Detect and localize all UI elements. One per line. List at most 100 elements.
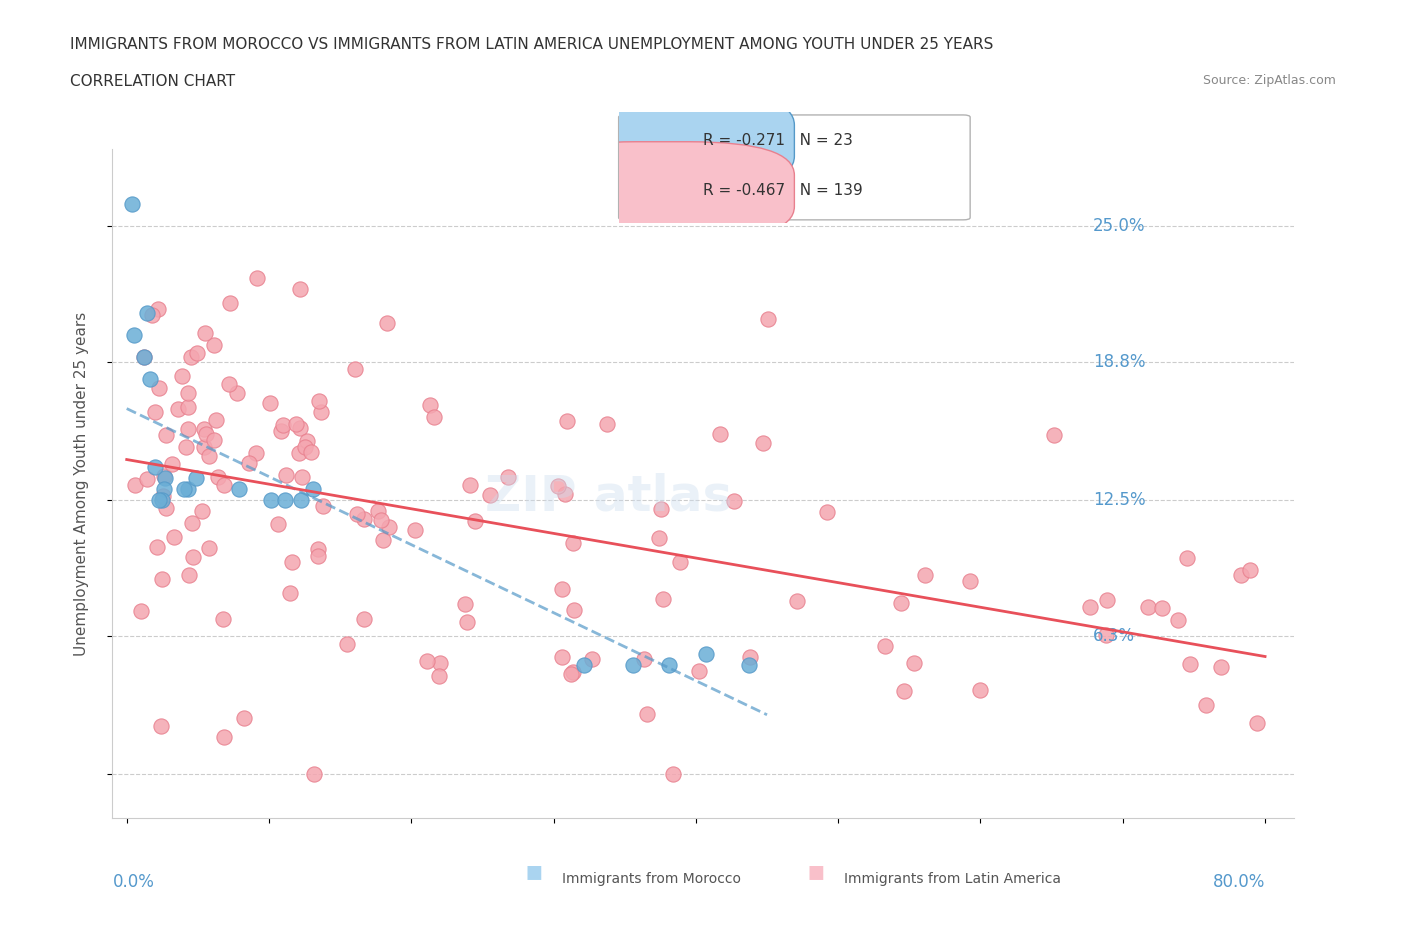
Point xyxy=(198,540,221,555)
Point xyxy=(637,707,659,722)
Point xyxy=(139,372,162,387)
Point xyxy=(661,767,683,782)
Point xyxy=(378,519,401,534)
Point xyxy=(181,550,204,565)
Y-axis label: Unemployment Among Youth under 25 years: Unemployment Among Youth under 25 years xyxy=(75,312,89,656)
Point xyxy=(312,499,335,514)
Text: 6.3%: 6.3% xyxy=(1092,627,1135,645)
Point xyxy=(581,652,603,667)
Point xyxy=(155,500,177,515)
Point xyxy=(709,426,731,441)
Point xyxy=(456,615,478,630)
FancyBboxPatch shape xyxy=(619,115,970,219)
Point xyxy=(207,470,229,485)
Point xyxy=(551,582,574,597)
Point xyxy=(198,449,221,464)
Point xyxy=(903,656,925,671)
Point xyxy=(152,482,174,497)
Point xyxy=(176,400,198,415)
Point xyxy=(202,432,225,447)
Point xyxy=(367,504,389,519)
Point xyxy=(370,512,392,527)
Point xyxy=(153,471,176,485)
Point xyxy=(166,402,188,417)
Point xyxy=(959,573,981,588)
Point xyxy=(415,654,437,669)
Point xyxy=(204,413,226,428)
Point xyxy=(291,470,314,485)
Point xyxy=(267,517,290,532)
Point xyxy=(562,603,585,618)
Point xyxy=(288,420,311,435)
Point xyxy=(308,393,330,408)
Point xyxy=(173,482,195,497)
Point xyxy=(890,595,912,610)
Point xyxy=(572,658,595,672)
Point xyxy=(738,658,761,672)
Point xyxy=(307,549,329,564)
Point xyxy=(1167,613,1189,628)
Point xyxy=(186,346,208,361)
Point xyxy=(172,368,194,383)
Point xyxy=(307,541,329,556)
Point xyxy=(148,380,170,395)
Point xyxy=(1136,600,1159,615)
Point xyxy=(218,377,240,392)
Point xyxy=(150,719,173,734)
Point xyxy=(560,667,582,682)
Point xyxy=(353,611,375,626)
Point xyxy=(274,493,297,508)
Point xyxy=(177,421,200,436)
Point xyxy=(302,767,325,782)
Point xyxy=(1095,628,1118,643)
Point xyxy=(228,482,250,497)
Point xyxy=(141,307,163,322)
Point xyxy=(143,405,166,419)
Text: IMMIGRANTS FROM MOROCCO VS IMMIGRANTS FROM LATIN AMERICA UNEMPLOYMENT AMONG YOUT: IMMIGRANTS FROM MOROCCO VS IMMIGRANTS FR… xyxy=(70,37,994,52)
Point xyxy=(647,531,669,546)
Point xyxy=(184,471,207,485)
Text: R = -0.271   N = 23: R = -0.271 N = 23 xyxy=(703,133,853,148)
Text: R = -0.467   N = 139: R = -0.467 N = 139 xyxy=(703,183,863,198)
Text: 18.8%: 18.8% xyxy=(1092,352,1146,371)
Point xyxy=(287,445,309,460)
Point xyxy=(651,592,673,607)
Point xyxy=(214,478,236,493)
Point xyxy=(427,669,450,684)
Point xyxy=(621,658,644,672)
Text: Source: ZipAtlas.com: Source: ZipAtlas.com xyxy=(1202,74,1336,87)
Point xyxy=(969,683,991,698)
Point xyxy=(191,503,214,518)
Point xyxy=(176,440,198,455)
Point xyxy=(454,597,477,612)
Point xyxy=(562,536,585,551)
Point xyxy=(555,414,578,429)
Point xyxy=(143,459,166,474)
Point xyxy=(551,649,574,664)
Point xyxy=(226,385,249,400)
Point xyxy=(212,730,235,745)
Point xyxy=(738,649,761,664)
Point xyxy=(193,421,215,436)
Text: 25.0%: 25.0% xyxy=(1092,217,1146,234)
Text: CORRELATION CHART: CORRELATION CHART xyxy=(70,74,235,89)
Point xyxy=(309,405,332,419)
Point xyxy=(595,417,617,432)
Point xyxy=(129,604,152,618)
Point xyxy=(371,533,394,548)
FancyBboxPatch shape xyxy=(531,141,794,240)
Point xyxy=(423,410,446,425)
Point xyxy=(194,426,217,441)
Point xyxy=(547,478,569,493)
Point xyxy=(124,478,146,493)
Point xyxy=(650,501,672,516)
Point xyxy=(756,312,779,326)
Point xyxy=(152,489,174,504)
FancyBboxPatch shape xyxy=(531,91,794,190)
Point xyxy=(122,328,145,343)
Point xyxy=(336,636,359,651)
Point xyxy=(668,555,690,570)
Point xyxy=(155,427,177,442)
Text: 12.5%: 12.5% xyxy=(1092,491,1146,509)
Text: Immigrants from Latin America: Immigrants from Latin America xyxy=(844,871,1060,886)
